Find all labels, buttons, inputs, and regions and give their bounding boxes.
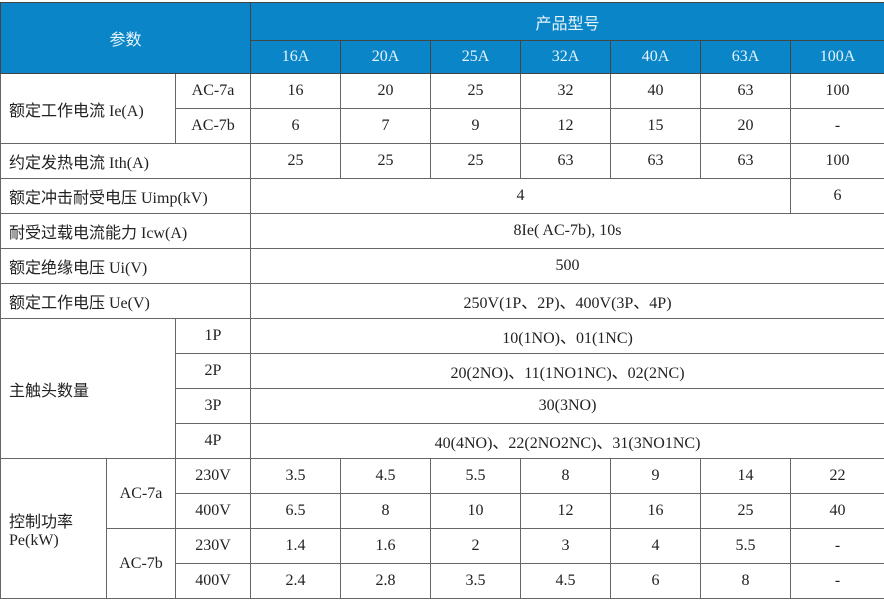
table-cell: 40 xyxy=(610,73,702,109)
table-cell: 25 xyxy=(340,143,432,179)
table-cell: 63 xyxy=(520,143,612,179)
voltage-label: 400V xyxy=(174,563,252,599)
table-cell: 25 xyxy=(430,73,522,109)
table-cell: 6 xyxy=(250,108,342,144)
table-cell: 1.4 xyxy=(250,528,342,564)
product-model-header: 产品型号 xyxy=(250,2,884,41)
size-header: 100A xyxy=(790,40,884,74)
size-header: 32A xyxy=(520,40,612,74)
size-header: 25A xyxy=(430,40,522,74)
pole-label: 3P xyxy=(174,388,252,424)
table-cell: 32 xyxy=(520,73,612,109)
table-cell: 8 xyxy=(700,563,792,599)
table-cell: 2.8 xyxy=(340,563,432,599)
table-cell: 5.5 xyxy=(700,528,792,564)
voltage-label: 400V xyxy=(174,493,252,529)
table-cell: 6.5 xyxy=(250,493,342,529)
table-cell: 63 xyxy=(700,143,792,179)
table-cell: 12 xyxy=(520,493,612,529)
table-cell: 7 xyxy=(340,108,432,144)
ue-value: 250V(1P、2P)、400V(3P、4P) xyxy=(250,283,884,319)
table-cell: 25 xyxy=(700,493,792,529)
contact-value: 20(2NO)、11(1NO1NC)、02(2NC) xyxy=(250,353,884,389)
contact-value: 40(4NO)、22(2NO2NC)、31(3NO1NC) xyxy=(250,423,884,459)
table-cell: 8 xyxy=(520,458,612,494)
contacts-label: 主触头数量 xyxy=(0,318,176,459)
size-header: 63A xyxy=(700,40,792,74)
table-cell: 12 xyxy=(520,108,612,144)
table-cell: 9 xyxy=(430,108,522,144)
ui-value: 500 xyxy=(250,248,884,284)
ith-label: 约定发热电流 Ith(A) xyxy=(0,143,252,179)
table-cell: 2 xyxy=(430,528,522,564)
ac7b-label: AC-7b xyxy=(174,108,252,144)
table-cell: 8 xyxy=(340,493,432,529)
table-cell: 14 xyxy=(700,458,792,494)
table-cell: 4.5 xyxy=(520,563,612,599)
pe-ac7b-label: AC-7b xyxy=(106,528,176,599)
table-cell: 100 xyxy=(790,143,884,179)
size-header: 40A xyxy=(610,40,702,74)
icw-value: 8Ie( AC-7b), 10s xyxy=(250,213,884,249)
pole-label: 2P xyxy=(174,353,252,389)
table-cell: 20 xyxy=(700,108,792,144)
pe-label-line2: Pe(kW) xyxy=(9,531,59,549)
table-cell: 5.5 xyxy=(430,458,522,494)
table-cell: - xyxy=(790,563,884,599)
ui-label: 额定绝缘电压 Ui(V) xyxy=(0,248,252,284)
spec-table: 参数 产品型号 16A 20A 25A 32A 40A 63A 100A 额定工作电流 Ie… xyxy=(0,2,884,599)
param-header: 参数 xyxy=(0,2,252,74)
table-cell: 10 xyxy=(430,493,522,529)
pe-ac7a-label: AC-7a xyxy=(106,458,176,529)
table-cell: 4 xyxy=(610,528,702,564)
table-cell: - xyxy=(790,108,884,144)
table-cell: - xyxy=(790,528,884,564)
table-cell: 4.5 xyxy=(340,458,432,494)
table-cell: 40 xyxy=(790,493,884,529)
table-cell: 25 xyxy=(250,143,342,179)
table-cell: 63 xyxy=(610,143,702,179)
table-cell: 100 xyxy=(790,73,884,109)
uimp-label: 额定冲击耐受电压 Uimp(kV) xyxy=(0,178,252,214)
table-cell: 3 xyxy=(520,528,612,564)
ue-label: 额定工作电压 Ue(V) xyxy=(0,283,252,319)
table-cell: 16 xyxy=(610,493,702,529)
table-cell: 2.4 xyxy=(250,563,342,599)
contact-value: 10(1NO)、01(1NC) xyxy=(250,318,884,354)
table-cell: 16 xyxy=(250,73,342,109)
size-header: 20A xyxy=(340,40,432,74)
table-cell: 9 xyxy=(610,458,702,494)
pole-label: 4P xyxy=(174,423,252,459)
uimp-value: 4 xyxy=(250,178,792,214)
icw-label: 耐受过载电流能力 Icw(A) xyxy=(0,213,252,249)
table-cell: 20 xyxy=(340,73,432,109)
contact-value: 30(3NO) xyxy=(250,388,884,424)
table-cell: 1.6 xyxy=(340,528,432,564)
table-cell: 6 xyxy=(610,563,702,599)
table-cell: 3.5 xyxy=(430,563,522,599)
table-cell: 25 xyxy=(430,143,522,179)
ie-label: 额定工作电流 Ie(A) xyxy=(0,73,176,144)
pe-label: 控制功率 Pe(kW) xyxy=(0,458,107,599)
table-cell: 63 xyxy=(700,73,792,109)
ac7a-label: AC-7a xyxy=(174,73,252,109)
table-cell: 22 xyxy=(790,458,884,494)
pe-label-line1: 控制功率 xyxy=(9,513,74,531)
pole-label: 1P xyxy=(174,318,252,354)
voltage-label: 230V xyxy=(174,458,252,494)
table-cell: 3.5 xyxy=(250,458,342,494)
table-cell: 15 xyxy=(610,108,702,144)
voltage-label: 230V xyxy=(174,528,252,564)
size-header: 16A xyxy=(250,40,342,74)
uimp-value-100a: 6 xyxy=(790,178,884,214)
